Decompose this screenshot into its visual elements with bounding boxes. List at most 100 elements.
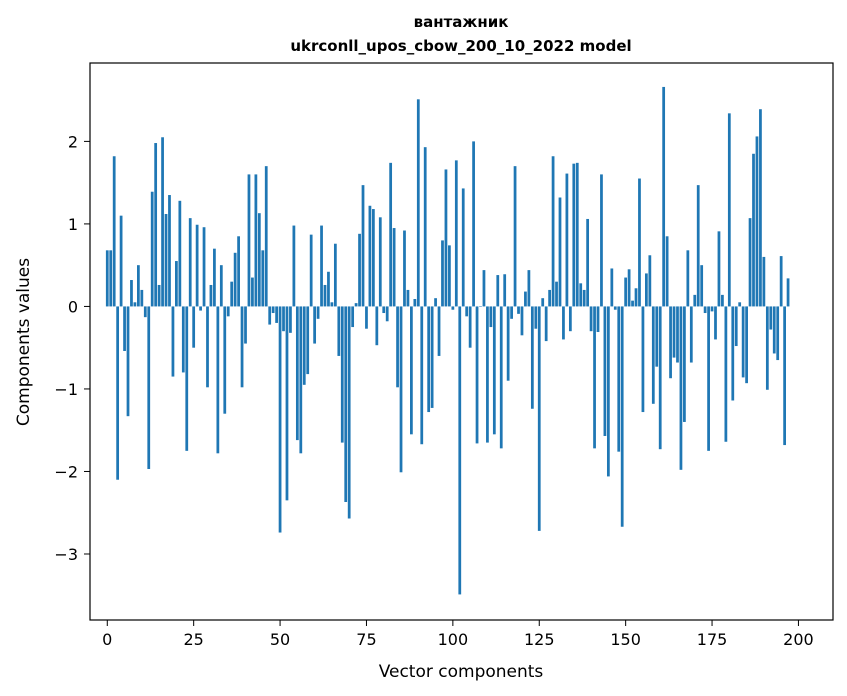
bar: [665, 236, 669, 307]
bar: [645, 273, 648, 307]
bar: [434, 298, 437, 307]
bar: [579, 283, 583, 307]
bar: [361, 185, 365, 307]
bar: [513, 166, 517, 307]
bar: [517, 306, 520, 314]
bar: [126, 306, 130, 417]
bar: [596, 306, 600, 333]
bar: [344, 306, 348, 502]
bar: [157, 284, 161, 307]
x-tick-label: 125: [524, 630, 555, 649]
bar: [472, 141, 475, 307]
bar: [489, 306, 493, 328]
bar: [268, 306, 272, 325]
bar: [164, 214, 168, 307]
bar: [358, 233, 361, 307]
bar: [168, 195, 171, 307]
y-tick-label: 0: [68, 297, 78, 316]
bar: [264, 166, 268, 307]
bar: [240, 306, 244, 388]
x-tick-label: 0: [102, 630, 112, 649]
bar: [285, 306, 289, 501]
bar: [527, 270, 531, 307]
bar: [150, 191, 154, 307]
bar: [295, 306, 299, 441]
bar: [783, 306, 786, 446]
bar: [116, 306, 120, 480]
bar: [738, 302, 742, 307]
bar: [658, 306, 662, 450]
bar: [323, 284, 327, 307]
bar: [669, 306, 672, 379]
bar: [676, 306, 679, 363]
bar: [562, 306, 565, 340]
bar: [548, 289, 551, 307]
bar: [154, 143, 158, 307]
bar: [759, 109, 762, 307]
bar: [333, 243, 337, 307]
bar: [662, 86, 666, 307]
bar: [634, 288, 638, 307]
bar: [541, 298, 545, 307]
bar: [320, 225, 323, 307]
bar: [572, 163, 576, 307]
bar: [506, 306, 510, 381]
bar: [237, 236, 240, 307]
bar: [606, 306, 610, 477]
bar: [696, 185, 700, 307]
bar: [575, 162, 579, 307]
bar: [292, 225, 296, 307]
bar: [689, 306, 693, 363]
bar: [468, 306, 472, 348]
bar: [161, 137, 164, 307]
bar: [454, 160, 458, 307]
y-tick-label: 1: [68, 215, 78, 234]
bar: [465, 306, 469, 317]
bar: [351, 306, 355, 328]
bar: [631, 300, 634, 307]
bar: [693, 294, 697, 307]
bar: [340, 306, 344, 443]
plot-area-frame: [89, 62, 834, 621]
bar: [703, 306, 707, 314]
bar: [147, 306, 151, 469]
bar: [209, 284, 213, 307]
bar: [721, 294, 724, 307]
bar: [648, 255, 652, 307]
bar: [289, 306, 292, 333]
bar: [406, 289, 410, 307]
bar: [655, 306, 659, 367]
bar: [772, 306, 776, 354]
bar: [427, 306, 431, 413]
bar: [520, 306, 524, 336]
bar: [244, 306, 247, 344]
bar: [226, 306, 230, 317]
bar: [437, 306, 441, 356]
bar: [233, 252, 237, 307]
bar: [651, 306, 655, 404]
bar: [299, 306, 303, 454]
bar: [371, 209, 375, 307]
bar: [555, 281, 558, 307]
x-tick-label: 175: [697, 630, 728, 649]
bar: [496, 275, 500, 307]
bar: [175, 261, 178, 307]
y-tick-label: 2: [68, 132, 78, 151]
bar: [137, 265, 140, 307]
bar: [617, 306, 621, 452]
bar: [714, 306, 717, 340]
x-tick-label: 100: [438, 630, 469, 649]
bar: [330, 302, 334, 307]
bar: [707, 306, 710, 451]
bar: [524, 291, 527, 307]
bar: [530, 306, 534, 409]
x-tick-label: 25: [183, 630, 203, 649]
bar: [769, 306, 773, 330]
bar: [282, 306, 285, 332]
bar: [727, 113, 731, 307]
bar: [365, 306, 368, 329]
bar: [188, 218, 192, 307]
bar: [399, 306, 403, 473]
bar: [119, 215, 123, 307]
bar-series: [105, 86, 790, 595]
